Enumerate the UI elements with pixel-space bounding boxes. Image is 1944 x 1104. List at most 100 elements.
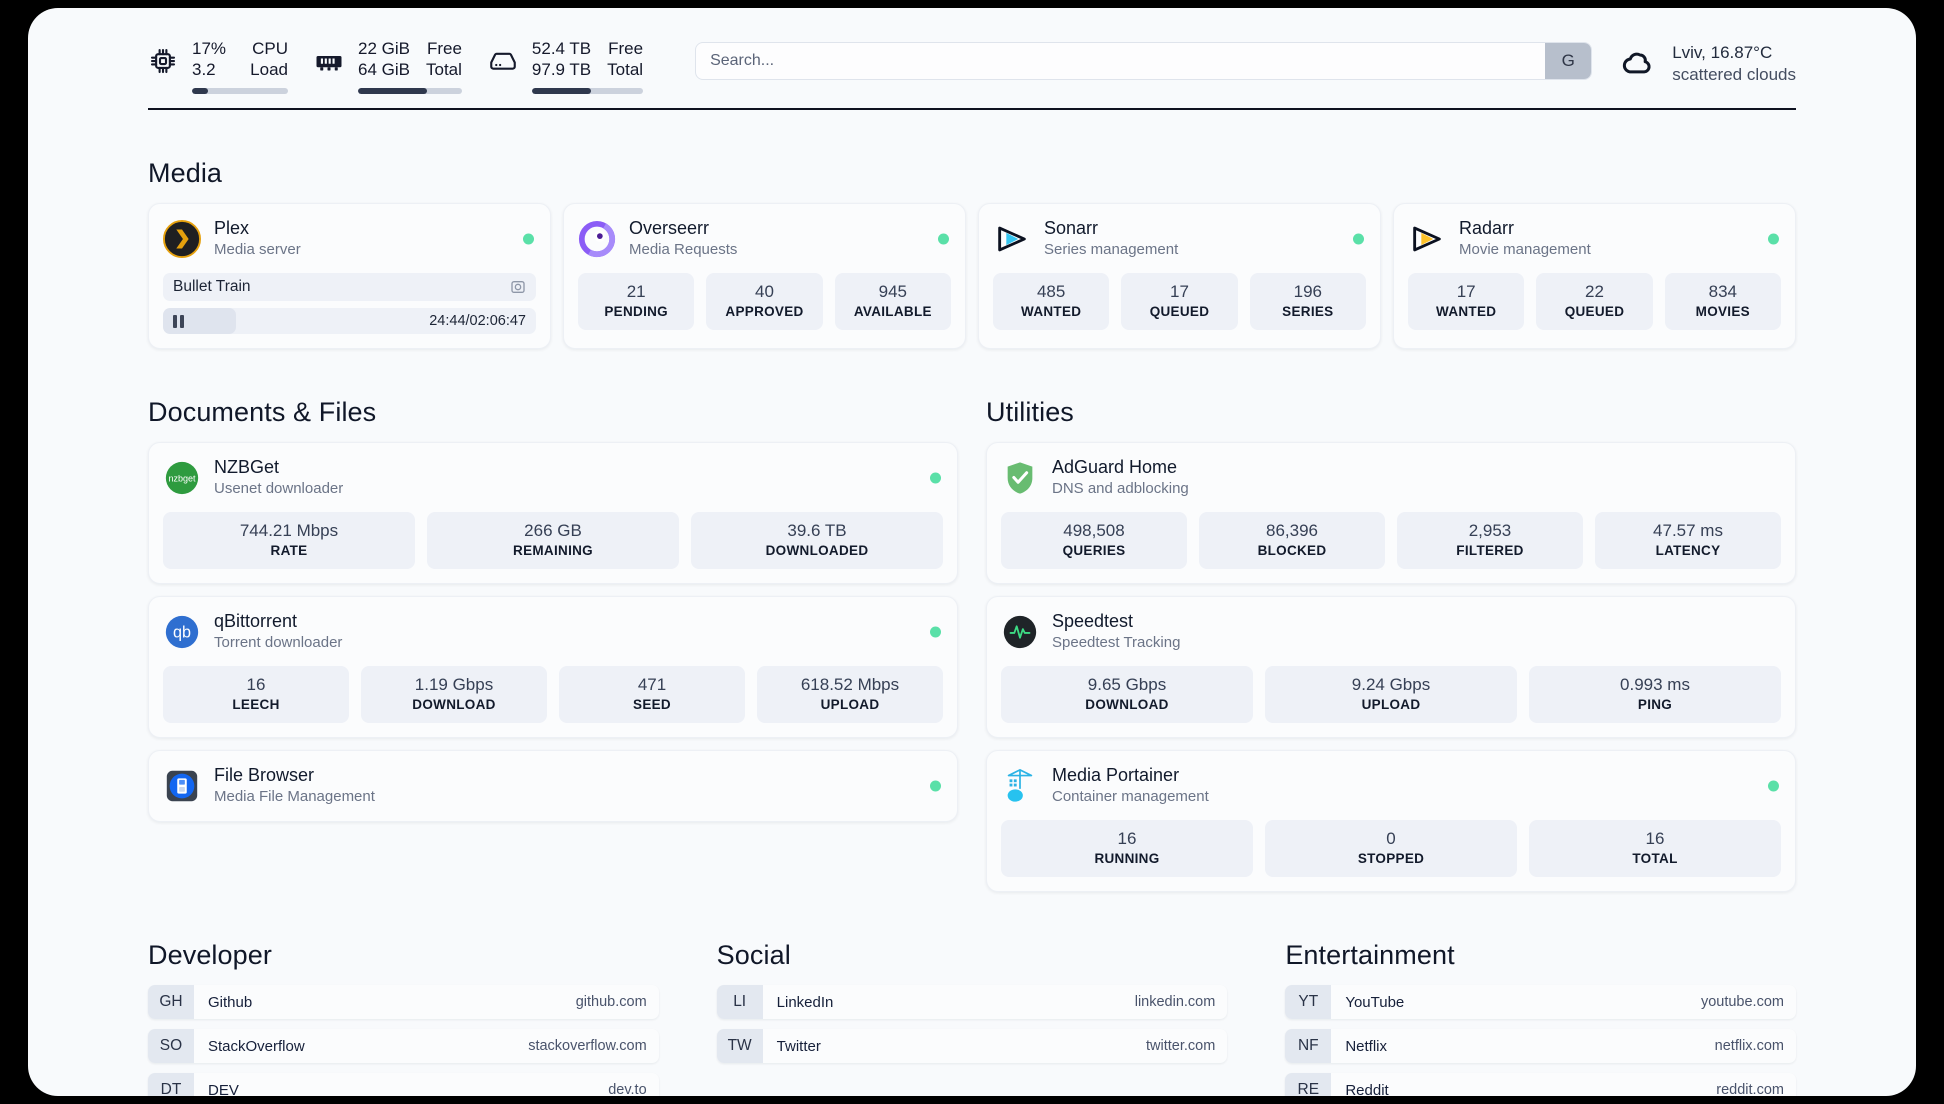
dashboard-root: 17% CPU 3.2 Load [28, 8, 1916, 1096]
stat-value: 196 [1293, 282, 1322, 301]
service-card-overseerr[interactable]: Overseerr Media Requests 21 PENDING 40 A… [563, 203, 966, 349]
stat-label: AVAILABLE [853, 304, 932, 319]
stat-value: 0.993 ms [1620, 675, 1690, 694]
disk-total-label: Total [607, 60, 644, 79]
ram-total-value: 64 GiB [358, 60, 410, 79]
bookmark-url: netflix.com [1714, 1038, 1784, 1054]
service-name: Sonarr [1044, 218, 1099, 238]
now-playing-progress[interactable]: 24:44/02:06:47 [163, 308, 536, 334]
bookmark-url: linkedin.com [1134, 994, 1216, 1010]
cast-icon[interactable] [510, 279, 526, 295]
stat-box: 17 QUEUED [1121, 273, 1238, 330]
bookmark-item-github[interactable]: GH Github github.com [148, 985, 659, 1019]
stat-box: 16 TOTAL [1529, 820, 1781, 877]
stat-label: STOPPED [1357, 851, 1425, 866]
bookmark-item-linkedin[interactable]: LI LinkedIn linkedin.com [716, 985, 1228, 1019]
service-card-file-browser[interactable]: File Browser Media File Management [148, 750, 958, 822]
bookmark-url: dev.to [608, 1082, 647, 1096]
service-card-adguard-home[interactable]: AdGuard Home DNS and adblocking 498,508 … [986, 442, 1796, 584]
service-card-sonarr[interactable]: Sonarr Series management 485 WANTED 17 Q… [978, 203, 1381, 349]
cpu-usage-value: 17% [192, 39, 227, 58]
service-name: Plex [214, 218, 250, 238]
stat-value: 2,953 [1468, 521, 1512, 540]
cpu-load-label: Load [250, 60, 288, 79]
service-card-nzbget[interactable]: nzbget NZBGet Usenet downloader 74 [148, 442, 958, 584]
time-separator: / [465, 313, 470, 329]
service-card-plex[interactable]: Plex Media server Bullet Train [148, 203, 551, 349]
stat-box: 0 STOPPED [1265, 820, 1517, 877]
service-card-qbittorrent[interactable]: qb qBittorrent Torrent downloader [148, 596, 958, 738]
stat-label: MOVIES [1695, 304, 1750, 319]
bookmark-item-dev[interactable]: DT DEV dev.to [148, 1073, 659, 1096]
service-card-media-portainer[interactable]: Media Portainer Container management 16 … [986, 750, 1796, 892]
stat-box: 196 SERIES [1249, 273, 1366, 330]
bookmark-group-title: Social [716, 940, 791, 970]
stat-box: 834 MOVIES [1664, 273, 1781, 330]
status-badge [930, 780, 941, 791]
status-badge [938, 233, 949, 244]
cpu-icon [148, 46, 178, 76]
stat-box: 498,508 QUERIES [1001, 512, 1187, 569]
bookmark-abbr: TW [716, 1029, 763, 1063]
service-description: Media File Management [214, 788, 375, 805]
bookmark-group-social: Social LI LinkedIn linkedin.com TW Twitt… [716, 892, 1228, 1096]
stat-label: TOTAL [1632, 851, 1678, 866]
disk-meter [531, 88, 644, 94]
stat-label: WANTED [1436, 304, 1497, 319]
stat-value: 471 [637, 675, 667, 694]
card-header: Speedtest Speedtest Tracking [1001, 610, 1781, 653]
bookmark-item-twitter[interactable]: TW Twitter twitter.com [716, 1029, 1228, 1063]
bookmark-name: Twitter [776, 1037, 821, 1055]
stat-box: 47.57 ms LATENCY [1595, 512, 1781, 569]
stat-value: 834 [1708, 282, 1737, 301]
bookmark-item-youtube[interactable]: YT YouTube youtube.com [1285, 985, 1796, 1019]
stat-box: 2,953 FILTERED [1397, 512, 1583, 569]
bookmark-abbr: RE [1285, 1073, 1332, 1096]
bookmark-name: Reddit [1345, 1081, 1389, 1097]
portainer-icon [1001, 767, 1039, 805]
stat-label: DOWNLOAD [412, 697, 496, 712]
service-description: Torrent downloader [214, 634, 343, 651]
service-name: Speedtest [1052, 611, 1134, 631]
stat-label: PING [1637, 697, 1673, 712]
stat-label: BLOCKED [1257, 543, 1327, 558]
utilities-column: Utilities AdGuard Home [986, 349, 1796, 892]
stat-value: 17 [1456, 282, 1476, 301]
stats-row: 744.21 Mbps RATE 266 GB REMAINING 39.6 T… [163, 512, 943, 569]
stat-value: 40 [755, 282, 774, 301]
pause-icon[interactable] [173, 314, 184, 328]
bookmark-abbr: YT [1285, 985, 1332, 1019]
stat-box: 744.21 Mbps RATE [163, 512, 415, 569]
stat-value: 9.65 Gbps [1087, 675, 1167, 694]
bookmark-name: LinkedIn [776, 993, 834, 1011]
stat-value: 17 [1170, 282, 1189, 301]
disk-free-value: 52.4 TB [531, 39, 592, 58]
service-card-speedtest[interactable]: Speedtest Speedtest Tracking 9.65 Gbps D… [986, 596, 1796, 738]
cpu-stat-group: 17% CPU 3.2 Load [148, 36, 288, 94]
stat-label: LATENCY [1655, 543, 1721, 558]
bookmark-item-netflix[interactable]: NF Netflix netflix.com [1285, 1029, 1796, 1063]
search-input[interactable] [696, 43, 1546, 79]
service-name: qBittorrent [214, 611, 298, 631]
stat-box: 9.65 Gbps DOWNLOAD [1001, 666, 1253, 723]
media-card-grid: Plex Media server Bullet Train [148, 203, 1796, 349]
overseerr-icon [578, 220, 616, 258]
stat-box: 945 AVAILABLE [834, 273, 951, 330]
stat-value: 21 [626, 282, 646, 301]
search-bar[interactable]: G [695, 42, 1593, 80]
stat-box: 266 GB REMAINING [427, 512, 679, 569]
bookmark-name: Netflix [1345, 1037, 1388, 1055]
search-engine-button[interactable]: G [1545, 43, 1592, 79]
disk-icon [488, 46, 518, 76]
bookmark-item-stackoverflow[interactable]: SO StackOverflow stackoverflow.com [148, 1029, 659, 1063]
stat-value: 86,396 [1266, 521, 1318, 540]
service-card-radarr[interactable]: Radarr Movie management 17 WANTED 22 QUE… [1393, 203, 1796, 349]
stat-label: FILTERED [1456, 543, 1524, 558]
weather-widget: Lviv, 16.87°C scattered clouds [1618, 42, 1796, 86]
stat-value: 22 [1585, 282, 1604, 301]
bookmark-item-reddit[interactable]: RE Reddit reddit.com [1285, 1073, 1796, 1096]
bookmark-group-entertainment: Entertainment YT YouTube youtube.com NF … [1285, 892, 1796, 1096]
stat-value: 945 [878, 282, 907, 301]
stat-box: 9.24 Gbps UPLOAD [1265, 666, 1517, 723]
stat-value: 16 [246, 675, 266, 694]
